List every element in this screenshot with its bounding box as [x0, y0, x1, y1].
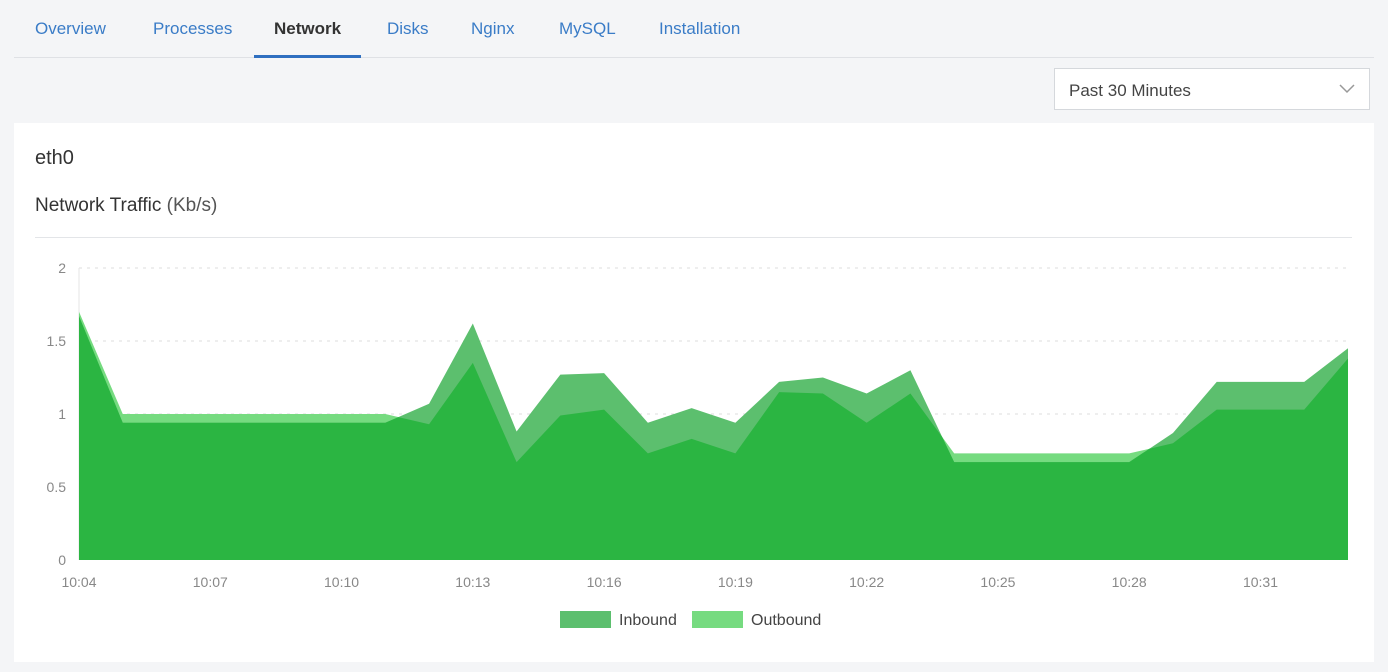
legend-label-inbound: Inbound — [619, 612, 677, 629]
time-range-select[interactable]: Past 30 Minutes — [1054, 68, 1370, 110]
x-tick-label: 10:31 — [1243, 574, 1278, 590]
x-tick-label: 10:22 — [849, 574, 884, 590]
chart-unit: (Kb/s) — [166, 195, 218, 216]
tab-mysql[interactable]: MySQL — [559, 19, 616, 38]
chart-title-text: Network Traffic — [35, 195, 162, 216]
y-tick-label: 0.5 — [47, 479, 67, 495]
x-tick-label: 10:25 — [980, 574, 1015, 590]
x-tick-label: 10:13 — [455, 574, 490, 590]
y-tick-label: 1 — [58, 406, 66, 422]
chart-title: Network Traffic (Kb/s) — [35, 195, 217, 217]
x-tick-label: 10:07 — [193, 574, 228, 590]
x-tick-label: 10:28 — [1112, 574, 1147, 590]
x-tick-label: 10:19 — [718, 574, 753, 590]
legend-label-outbound: Outbound — [751, 612, 821, 629]
tab-nginx[interactable]: Nginx — [471, 19, 515, 38]
x-tick-label: 10:04 — [61, 574, 96, 590]
tab-bar: Overview Processes Network Disks Nginx M… — [14, 0, 1374, 58]
tab-overview[interactable]: Overview — [35, 19, 106, 38]
divider — [35, 237, 1352, 238]
y-tick-label: 2 — [58, 260, 66, 276]
x-tick-label: 10:10 — [324, 574, 359, 590]
interface-card: eth0 Network Traffic (Kb/s) — [14, 123, 1374, 662]
legend-swatch-outbound — [692, 611, 743, 628]
chevron-down-icon — [1339, 84, 1355, 94]
time-range-value: Past 30 Minutes — [1069, 81, 1191, 100]
x-tick-label: 10:16 — [587, 574, 622, 590]
interface-name: eth0 — [35, 147, 74, 169]
tab-disks[interactable]: Disks — [387, 19, 429, 38]
tab-installation[interactable]: Installation — [659, 19, 741, 38]
tab-network[interactable]: Network — [254, 19, 362, 58]
y-tick-label: 0 — [58, 552, 66, 568]
legend-swatch-inbound — [560, 611, 611, 628]
overlap-area — [79, 316, 1348, 560]
y-tick-label: 1.5 — [47, 333, 67, 349]
tab-processes[interactable]: Processes — [153, 19, 233, 38]
